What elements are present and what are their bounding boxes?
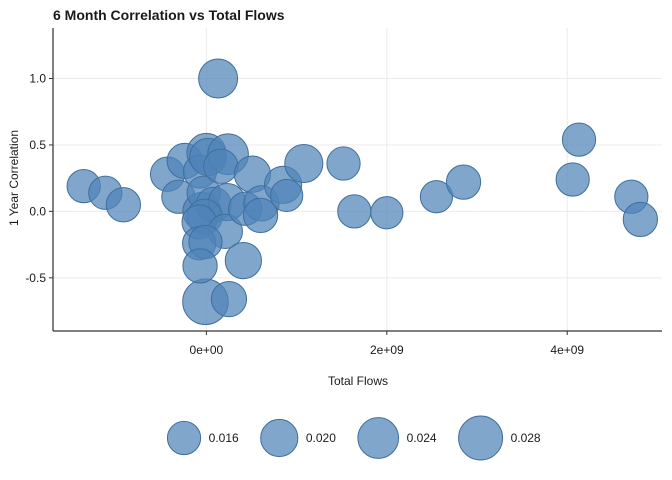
legend-label: 0.020 — [306, 431, 336, 445]
data-points — [66, 58, 658, 326]
data-point — [555, 162, 590, 197]
data-point — [337, 194, 372, 229]
x-axis-ticks: 0e+00 2e+09 4e+09 — [190, 331, 584, 357]
y-axis-title: 1 Year Correlation — [7, 130, 21, 226]
data-point — [270, 178, 304, 213]
y-tick-label: 1.0 — [29, 72, 46, 86]
data-point — [445, 164, 482, 200]
data-point — [203, 148, 239, 184]
data-point — [622, 201, 658, 238]
y-tick-label: -0.5 — [25, 271, 46, 285]
data-point — [210, 280, 248, 318]
x-tick-label: 0e+00 — [190, 343, 224, 357]
y-tick-label: 0.0 — [29, 204, 46, 218]
legend-bubble — [458, 415, 504, 461]
x-tick-label: 2e+09 — [370, 343, 404, 357]
legend-label: 0.024 — [407, 431, 437, 445]
data-point — [242, 197, 279, 234]
data-point — [224, 241, 262, 280]
legend-bubble — [357, 417, 400, 459]
size-legend: 0.016 0.020 0.024 0.028 — [166, 415, 541, 461]
data-point — [105, 187, 142, 223]
data-point — [561, 122, 597, 157]
x-axis-title: Total Flows — [328, 374, 388, 388]
legend-label: 0.016 — [209, 431, 239, 445]
legend-label: 0.028 — [511, 431, 541, 445]
chart-title: 6 Month Correlation vs Total Flows — [53, 7, 285, 23]
data-point — [284, 144, 324, 184]
x-tick-label: 4e+09 — [550, 343, 584, 357]
y-tick-label: 0.5 — [29, 138, 46, 152]
legend-bubble — [166, 420, 202, 456]
y-axis-ticks: -0.5 0.0 0.5 1.0 — [25, 72, 53, 285]
data-point — [370, 196, 404, 230]
legend-bubble — [260, 418, 299, 458]
data-point — [198, 58, 239, 99]
data-point — [419, 180, 454, 214]
data-point — [326, 146, 361, 181]
data-point — [182, 248, 218, 284]
